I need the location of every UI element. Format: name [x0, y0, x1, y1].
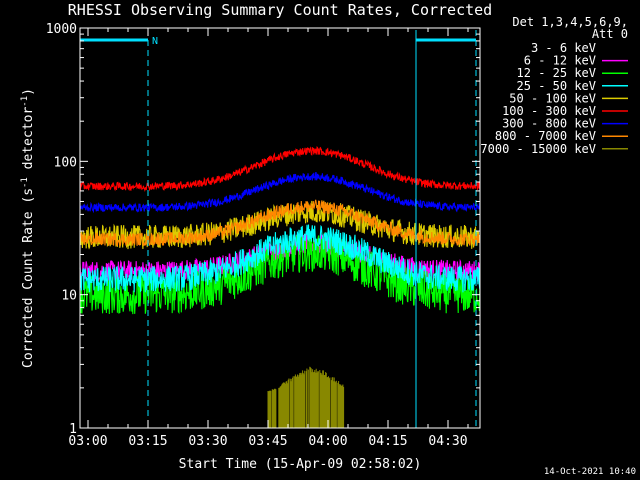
y-axis-label-group: Corrected Count Rate (s-1 detector-1) — [20, 88, 36, 368]
y-tick-label: 100 — [54, 155, 77, 170]
y-axis: 1 10 100 1000 — [46, 22, 480, 437]
series-100-to-300keV-kev — [79, 146, 481, 192]
series-300-to-800keV-kev — [79, 171, 480, 214]
series-line — [79, 171, 480, 214]
legend-label: 6 - 12 keV — [524, 54, 596, 68]
plot-frame — [79, 27, 481, 429]
series-line — [79, 146, 481, 192]
attenuator-marker-label: N — [152, 36, 158, 47]
legend-label: 100 - 300 keV — [502, 104, 596, 118]
x-tick-label: 03:00 — [68, 434, 107, 449]
series-7000-to-15000keV-kev — [267, 366, 345, 428]
legend-label: 300 - 800 keV — [502, 117, 596, 131]
x-axis: 03:00 03:15 03:30 03:45 04:00 04:15 04:30 — [68, 28, 469, 449]
series-line — [79, 224, 481, 293]
y-tick-label: 10 — [61, 289, 77, 304]
legend-label: 3 - 6 keV — [531, 41, 596, 55]
legend-header-detectors: Det 1,3,4,5,6,9, — [512, 15, 628, 29]
series-25-to-50keV-kev — [79, 224, 481, 293]
plot-area: N — [79, 27, 481, 429]
x-axis-label: Start Time (15-Apr-09 02:58:02) — [179, 457, 422, 472]
y-tick-label: 1 — [69, 422, 77, 437]
series-800-to-7000keV-kev — [79, 199, 481, 248]
legend-label: 50 - 100 keV — [509, 91, 596, 105]
x-tick-label: 04:15 — [368, 434, 407, 449]
y-tick-label: 1000 — [46, 22, 77, 37]
legend-label: 12 - 25 keV — [517, 66, 596, 80]
legend-label: 800 - 7000 keV — [495, 129, 596, 143]
x-tick-label: 04:00 — [308, 434, 347, 449]
series-line — [79, 199, 481, 248]
timestamp: 14-Oct-2021 10:40 — [544, 467, 636, 477]
legend-header-attenuator: Att 0 — [592, 27, 628, 41]
x-tick-label: 04:30 — [428, 434, 467, 449]
y-axis-label: Corrected Count Rate (s-1 detector-1) — [20, 88, 36, 368]
x-tick-label: 03:45 — [248, 434, 287, 449]
x-tick-label: 03:15 — [128, 434, 167, 449]
series-line — [267, 366, 345, 428]
legend-label: 25 - 50 keV — [517, 79, 596, 93]
legend-label: 7000 - 15000 keV — [480, 142, 596, 156]
chart-title: RHESSI Observing Summary Count Rates, Co… — [68, 1, 492, 19]
x-tick-label: 03:30 — [188, 434, 227, 449]
